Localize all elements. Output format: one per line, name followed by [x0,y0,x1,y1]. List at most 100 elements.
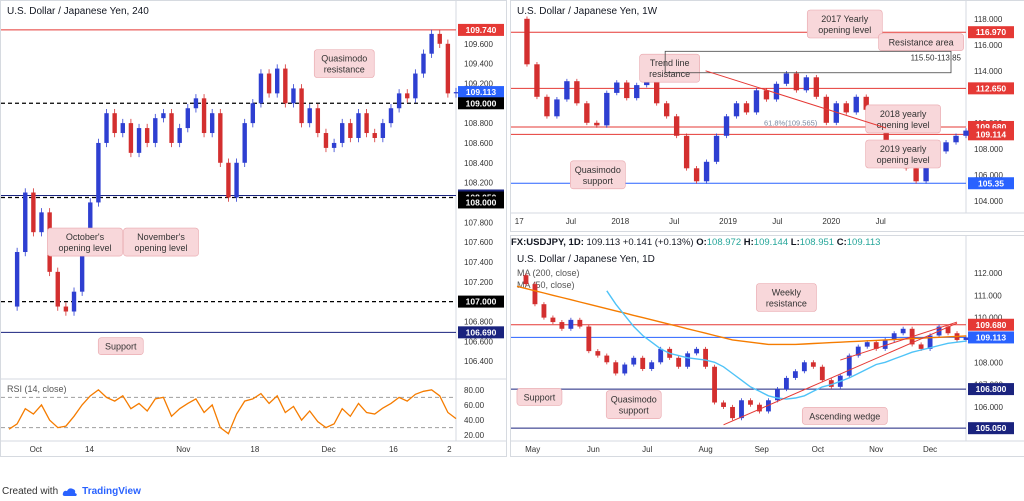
candle-body [193,98,199,109]
candle-body [713,135,720,162]
y-tick-label: 107.400 [464,258,493,267]
y-tick-label: 109.600 [464,40,493,49]
candle-body [810,362,816,367]
candle-body [88,202,93,243]
candle-body [748,400,753,405]
candle-body [594,122,600,126]
candle-body [792,371,798,378]
y-tick-label: 112.000 [974,269,1003,278]
level-tag [968,177,1014,190]
x-tick-label: 18 [250,445,259,454]
candle-body [604,355,610,363]
ma50-line [606,290,967,400]
level-tag-text: 109.113 [976,332,1007,342]
candle-body [523,275,529,285]
x-tick-label: May [525,445,540,454]
y-tick-label: 106.000 [974,171,1003,180]
candle-body [429,33,434,54]
candle-body [568,319,574,329]
x-tick-label: 2020 [822,217,840,226]
candle-body [813,77,820,97]
annotation-box [865,139,941,169]
candle-body [153,118,158,143]
footer-brand[interactable]: TradingView [82,486,141,497]
candle-body [673,116,680,136]
candle-body [685,353,691,367]
candle-body [258,73,264,104]
daily-chart-panel[interactable]: FX:USDJPY, 1D: 109.113 +0.141 (+0.13%) O… [510,235,1024,457]
daily-chart-svg[interactable]: 112.000111.000110.000108.000107.000106.0… [511,236,1024,456]
candle-body [577,319,583,327]
annotation-box [806,9,883,39]
candle-body [743,103,750,113]
candle-body [943,142,949,152]
annotation-text: Trend line [650,58,690,68]
candle-body [541,304,547,318]
annotation-text: resistance [649,69,690,79]
annotation-box [605,390,662,420]
candle-body [242,123,247,163]
annotation-box [865,104,941,134]
candle-body [340,123,345,143]
candle-body [614,82,620,93]
footer-created-with: Created with [2,486,59,497]
candle-body [413,73,418,99]
annotation-text: opening level [818,25,871,35]
candle-body [437,33,442,44]
candle-body [963,337,969,340]
annotation-text: Quasimodo [611,395,657,405]
annotation-text: November's [137,232,185,242]
candle-body [250,103,256,124]
candle-body [712,366,717,403]
candle-body [364,113,369,134]
y-tick-label: 114.000 [974,67,1003,76]
y-tick-label: 108.200 [464,179,493,188]
candle-body [945,326,951,334]
annotation-box [756,283,817,312]
ohlc-symbol: FX:USDJPY, 1D [511,237,581,248]
candle-body [739,400,744,419]
candle-body [640,357,646,369]
candle-body [185,108,190,129]
h4-chart-svg[interactable]: 109.600 109.400 109.200 108.800 108.600 108.4… [1,1,506,456]
candle-body [96,142,101,203]
ohlc-high: 109.144 [753,237,789,248]
level-tag [968,318,1014,331]
candle-body [783,377,789,390]
tradingview-cloud-icon [62,487,77,496]
annotation-text: 2017 Yearly [821,14,869,24]
candle-body [23,192,28,253]
candle-body [559,322,565,329]
annotation-text: opening level [877,120,930,130]
annotation-text: Weekly [772,288,802,298]
x-tick-label: Oct [812,445,825,454]
x-tick-label: Nov [869,445,883,454]
candle-body [372,133,377,138]
candle-body [819,366,825,381]
candle-body [658,348,664,363]
candle-body [721,402,726,407]
candle-body [71,291,77,312]
annotation-text: Support [524,392,556,402]
weekly-chart-panel[interactable]: U.S. Dollar / Japanese Yen, 1W 118.000 11… [510,0,1024,232]
weekly-chart-svg[interactable]: 118.000116.000114.000110.000108.000106.0… [511,1,1024,231]
annotation-text: opening level [58,243,111,253]
candle-body [266,73,272,94]
candle-body [584,103,590,123]
y-tick-label: 106.000 [974,403,1003,412]
x-tick-label: Jul [772,217,782,226]
wedge-upper-line [840,321,958,361]
candle-body [79,242,85,292]
candle-body [663,103,670,117]
x-tick-label: 2 [447,445,452,454]
candle-body [855,346,861,356]
candle-body [703,348,709,367]
candle-body [766,400,771,412]
level-tag-text: 109.680 [976,320,1007,330]
ma50-label: MA (50, close) [517,280,575,290]
x-tick-label: Dec [321,445,335,454]
y-tick-label: 108.800 [464,119,493,128]
candle-body [323,133,329,148]
candle-body [783,73,790,84]
h4-chart-panel[interactable]: U.S. Dollar / Japanese Yen, 240 109.600 1… [0,0,507,457]
